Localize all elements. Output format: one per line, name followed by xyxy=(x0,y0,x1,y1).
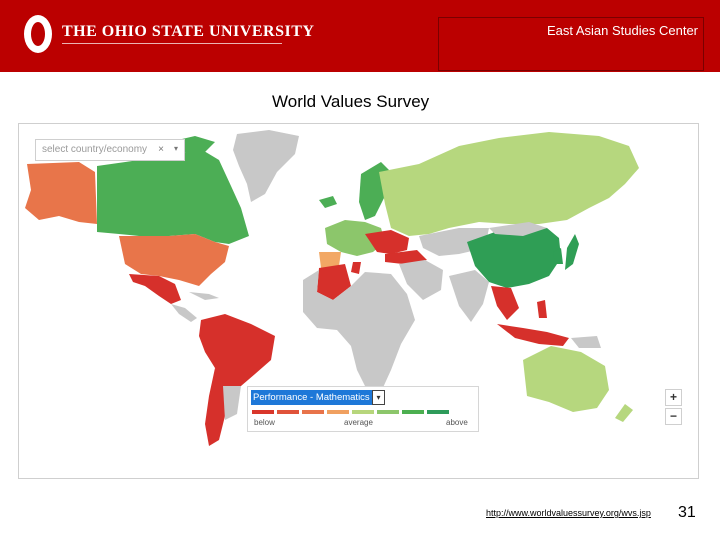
country-turkey[interactable] xyxy=(385,250,427,264)
country-new-zealand[interactable] xyxy=(615,404,633,422)
legend-low-label: below xyxy=(254,418,275,427)
map-legend: Performance - Mathematics ▾ below averag… xyxy=(247,386,479,432)
legend-swatch xyxy=(302,410,324,414)
caribbean[interactable] xyxy=(189,292,219,300)
country-indonesia[interactable] xyxy=(497,324,569,346)
legend-swatch xyxy=(352,410,374,414)
central-america[interactable] xyxy=(171,304,197,322)
zoom-out-button[interactable]: − xyxy=(665,408,682,425)
clear-icon[interactable]: × xyxy=(158,144,164,155)
legend-swatch xyxy=(252,410,274,414)
country-papua[interactable] xyxy=(571,336,601,348)
country-mexico[interactable] xyxy=(129,274,181,304)
country-korea[interactable] xyxy=(553,248,563,264)
country-iceland[interactable] xyxy=(319,196,337,208)
legend-swatch xyxy=(427,410,449,414)
country-thailand-vietnam[interactable] xyxy=(491,286,519,320)
ohio-state-logo-icon xyxy=(24,15,52,53)
header-bar: THE OHIO STATE UNIVERSITY East Asian Stu… xyxy=(0,0,720,72)
country-greenland[interactable] xyxy=(233,130,299,202)
eastern-europe[interactable] xyxy=(365,230,409,254)
center-name: East Asian Studies Center xyxy=(546,23,698,38)
country-china[interactable] xyxy=(467,226,561,288)
country-search-input[interactable]: select country/economy × ▾ xyxy=(35,139,185,161)
page-number: 31 xyxy=(678,504,696,521)
country-algeria[interactable] xyxy=(317,264,351,300)
country-australia[interactable] xyxy=(523,346,609,412)
metric-select-chevron-down-icon[interactable]: ▾ xyxy=(372,390,385,405)
legend-swatch xyxy=(402,410,424,414)
logo-underline xyxy=(62,43,282,44)
zoom-in-button[interactable]: + xyxy=(665,389,682,406)
search-placeholder: select country/economy xyxy=(42,144,148,155)
legend-swatch xyxy=(377,410,399,414)
western-europe[interactable] xyxy=(325,220,385,256)
legend-swatch xyxy=(327,410,349,414)
legend-high-label: above xyxy=(446,418,468,427)
legend-mid-label: average xyxy=(344,418,373,427)
country-brazil-region[interactable] xyxy=(199,314,275,396)
chevron-down-icon[interactable]: ▾ xyxy=(173,144,178,153)
middle-east[interactable] xyxy=(399,260,443,300)
country-canada[interactable] xyxy=(97,148,249,244)
header-outline-box xyxy=(438,17,704,71)
country-japan[interactable] xyxy=(565,234,579,270)
country-spain[interactable] xyxy=(319,252,341,268)
world-map[interactable] xyxy=(19,124,699,479)
metric-select[interactable]: Performance - Mathematics xyxy=(251,390,372,405)
country-mongolia[interactable] xyxy=(489,222,547,236)
south-america-other[interactable] xyxy=(223,386,241,420)
slide-title: World Values Survey xyxy=(272,92,430,111)
source-link[interactable]: http://www.worldvaluessurvey.org/wvs.jsp xyxy=(486,508,651,518)
country-india[interactable] xyxy=(449,270,489,322)
legend-color-scale xyxy=(252,410,449,414)
africa-rest[interactable] xyxy=(303,270,415,394)
world-map-panel[interactable]: select country/economy × ▾ Performance -… xyxy=(18,123,699,479)
country-usa[interactable] xyxy=(119,234,229,286)
university-name: THE OHIO STATE UNIVERSITY xyxy=(62,23,315,40)
country-philippines[interactable] xyxy=(537,300,547,318)
country-tunisia[interactable] xyxy=(351,262,361,274)
legend-swatch xyxy=(277,410,299,414)
country-russia[interactable] xyxy=(379,132,639,236)
country-alaska[interactable] xyxy=(25,162,97,224)
